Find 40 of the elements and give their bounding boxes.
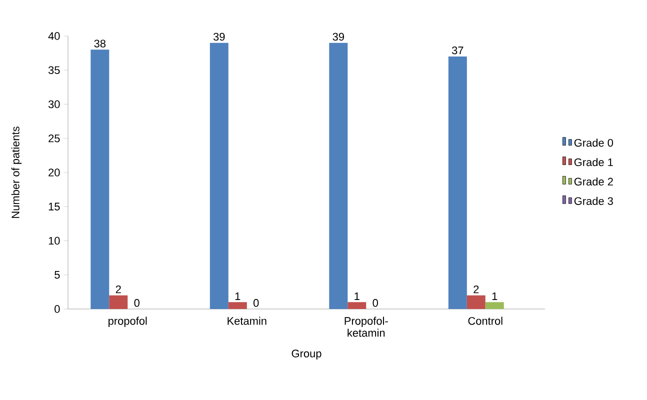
- bar: [448, 56, 467, 309]
- legend-label: Grade 3: [574, 196, 613, 205]
- legend-label: Grade 1: [574, 158, 613, 166]
- bar: [466, 295, 486, 309]
- y-axis-title: Number of patients: [11, 126, 22, 218]
- y-tick-label: 10: [48, 236, 60, 245]
- x-axis-title: Group: [292, 350, 322, 360]
- y-tick-label: 15: [48, 202, 60, 210]
- data-label: 39: [332, 32, 344, 41]
- data-label: 1: [492, 292, 498, 300]
- legend-label: Grade 0: [574, 138, 614, 147]
- data-label: 0: [253, 299, 259, 307]
- y-tick-label: 5: [54, 271, 60, 279]
- y-tick-label: 35: [48, 66, 60, 74]
- legend-label: Grade 2: [574, 177, 613, 186]
- x-tick-label: Ketamin: [228, 316, 266, 325]
- x-tick-label: propofol: [108, 316, 147, 327]
- bar: [90, 50, 110, 309]
- bar: [109, 295, 128, 309]
- data-label: 2: [116, 286, 121, 294]
- y-tick-label: 20: [48, 168, 60, 176]
- y-tick-label: 30: [48, 100, 60, 108]
- data-label: 0: [134, 299, 140, 307]
- bar: [228, 302, 247, 309]
- data-label: 39: [213, 32, 225, 41]
- data-label: 2: [474, 286, 479, 294]
- data-label: 1: [354, 292, 360, 300]
- y-tick-label: 0: [54, 305, 60, 313]
- data-label: 38: [94, 40, 106, 48]
- bar: [210, 42, 228, 309]
- y-tick-label: 25: [48, 134, 60, 142]
- x-tick-label: Propofol-ketamin: [344, 316, 388, 337]
- data-label: 37: [452, 46, 464, 54]
- bar: [329, 42, 348, 309]
- x-tick-label: Control: [468, 316, 502, 325]
- y-tick-label: 40: [48, 32, 60, 40]
- data-label: 0: [372, 299, 378, 307]
- bar: [348, 302, 366, 309]
- bar: [485, 302, 504, 309]
- data-label: 1: [235, 292, 240, 300]
